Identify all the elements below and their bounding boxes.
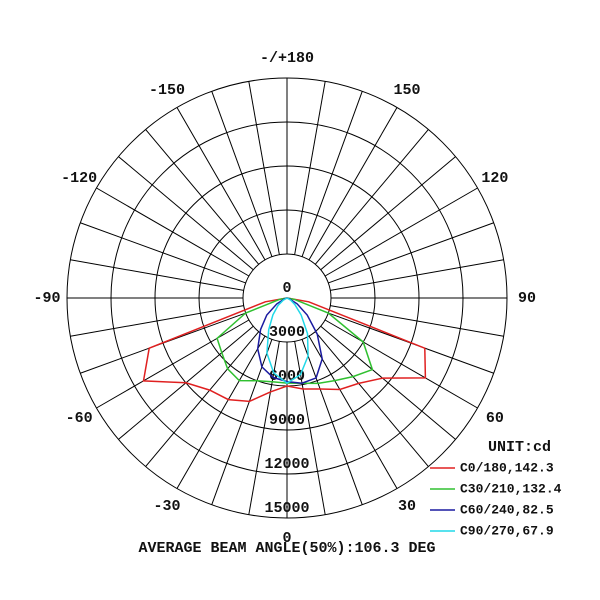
r-tick-label: 0	[282, 280, 291, 297]
radial-line	[320, 156, 456, 271]
radial-line	[96, 319, 250, 409]
angle-tick-label: 0	[282, 530, 291, 547]
radial-line	[330, 259, 504, 291]
radial-line	[70, 305, 244, 337]
legend-label: C60/240,82.5	[460, 502, 554, 517]
angle-tick-label: -150	[149, 82, 185, 99]
angle-tick-label: -60	[66, 410, 93, 427]
angle-tick-label: 30	[398, 498, 416, 515]
r-tick-label: 3000	[269, 324, 305, 341]
r-tick-label: 15000	[264, 500, 309, 517]
intensity-curve	[266, 297, 309, 385]
intensity-curve	[256, 297, 323, 384]
radial-line	[118, 156, 254, 271]
radial-line	[308, 335, 398, 489]
radial-line	[301, 91, 363, 257]
r-tick-label: 12000	[264, 456, 309, 473]
r-tick-label: 9000	[269, 412, 305, 429]
angle-tick-label: -120	[61, 170, 97, 187]
radial-line	[211, 339, 273, 505]
radial-line	[294, 341, 326, 515]
radial-line	[211, 91, 273, 257]
legend-label: C0/180,142.3	[460, 460, 554, 475]
radial-line	[248, 341, 280, 515]
angle-tick-label: -30	[153, 498, 180, 515]
radial-line	[176, 335, 266, 489]
unit-label: UNIT:cd	[488, 439, 551, 456]
radial-line	[320, 325, 456, 440]
intensity-curve	[142, 297, 427, 403]
radial-line	[314, 129, 429, 265]
radial-line	[324, 319, 478, 409]
legend-label: C90/270,67.9	[460, 523, 554, 538]
radial-line	[301, 339, 363, 505]
angle-tick-label: -/+180	[260, 50, 314, 67]
radial-line	[324, 187, 478, 277]
angle-tick-label: -90	[33, 290, 60, 307]
radial-line	[314, 331, 429, 467]
legend-label: C30/210,132.4	[460, 481, 562, 496]
radial-line	[145, 129, 260, 265]
radial-line	[96, 187, 250, 277]
radial-line	[308, 107, 398, 261]
angle-tick-label: 120	[481, 170, 508, 187]
radial-line	[80, 222, 246, 284]
radial-line	[70, 259, 244, 291]
radial-line	[330, 305, 504, 337]
r-tick-label: 6000	[269, 368, 305, 385]
radial-line	[294, 81, 326, 255]
chart-title: AVERAGE BEAM ANGLE(50%):106.3 DEG	[138, 540, 435, 557]
angle-tick-label: 150	[393, 82, 420, 99]
angle-tick-label: 90	[518, 290, 536, 307]
angle-tick-label: 60	[486, 410, 504, 427]
radial-line	[176, 107, 266, 261]
radial-line	[145, 331, 260, 467]
radial-line	[328, 222, 494, 284]
radial-line	[248, 81, 280, 255]
